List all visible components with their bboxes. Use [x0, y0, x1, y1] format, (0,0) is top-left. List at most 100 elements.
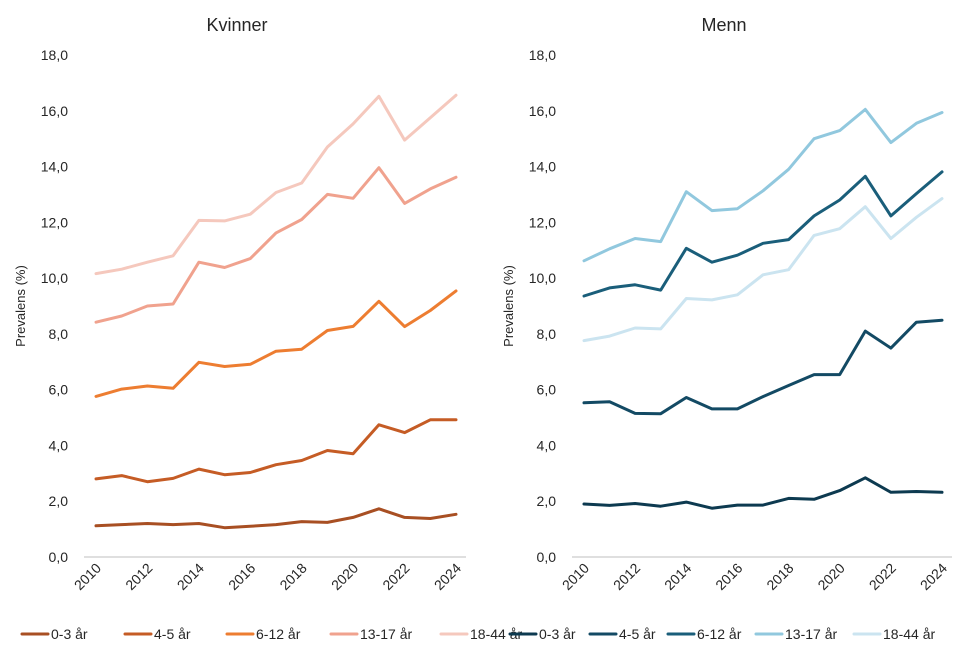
data-point — [864, 205, 867, 208]
data-point — [838, 129, 841, 132]
legend-label: 13-17 år — [360, 626, 412, 642]
data-point — [275, 523, 277, 526]
data-point — [120, 315, 123, 317]
series-5 — [582, 197, 944, 343]
y-tick-label: 0,0 — [49, 549, 69, 565]
data-point — [378, 95, 380, 98]
data-point — [300, 182, 303, 184]
y-tick-label: 8,0 — [49, 326, 69, 342]
legend-item: 6-12 år — [666, 626, 742, 642]
x-tick-label: 2022 — [866, 560, 899, 593]
data-point — [429, 419, 432, 421]
data-point — [813, 234, 815, 237]
data-point — [659, 240, 662, 243]
legend-item: 18-44 år — [439, 626, 522, 642]
y-tick-label: 10,0 — [529, 270, 556, 286]
series-2 — [582, 318, 944, 416]
series-line — [94, 93, 458, 276]
data-point — [864, 175, 867, 178]
data-point — [249, 471, 252, 474]
data-point — [915, 216, 918, 219]
data-point — [762, 242, 764, 245]
data-point — [659, 289, 662, 291]
x-tick-label: 2018 — [763, 560, 796, 593]
data-point — [455, 176, 457, 178]
data-point — [300, 218, 303, 221]
data-point — [300, 520, 303, 523]
x-tick-label: 2020 — [814, 560, 847, 593]
data-point — [787, 497, 790, 500]
series-line — [94, 418, 458, 484]
data-point — [146, 305, 149, 307]
series-2 — [94, 418, 458, 484]
y-tick-label: 4,0 — [49, 437, 69, 453]
y-tick-label: 2,0 — [49, 493, 69, 509]
data-point — [915, 122, 918, 125]
data-point — [890, 237, 892, 240]
data-point — [249, 363, 252, 366]
data-point — [352, 123, 354, 125]
data-point — [326, 146, 329, 148]
data-point — [455, 290, 457, 292]
data-point — [249, 525, 252, 528]
data-point — [685, 297, 688, 300]
legend-label: 6-12 år — [697, 626, 742, 642]
data-point — [787, 384, 790, 387]
data-point — [326, 449, 329, 452]
data-point — [915, 192, 918, 195]
legend-item: 18-44 år — [852, 626, 935, 642]
data-point — [249, 257, 252, 260]
data-point — [890, 141, 892, 144]
data-point — [223, 473, 226, 476]
data-point — [608, 248, 611, 250]
data-point — [198, 219, 200, 222]
x-tick-label: 2014 — [661, 560, 694, 593]
data-point — [659, 505, 662, 508]
data-point — [326, 193, 329, 196]
y-tick-label: 18,0 — [41, 47, 68, 63]
series-1 — [94, 507, 458, 530]
data-point — [736, 207, 739, 210]
data-point — [838, 489, 841, 492]
series-line — [94, 166, 458, 324]
x-tick-label: 2024 — [431, 560, 464, 593]
data-point — [95, 272, 97, 275]
data-point — [300, 348, 303, 351]
data-point — [403, 325, 406, 328]
series-5 — [94, 93, 458, 276]
data-point — [198, 361, 200, 364]
y-axis-label: Prevalens (%) — [13, 265, 28, 347]
legend-item: 13-17 år — [329, 626, 412, 642]
data-point — [95, 395, 97, 398]
data-point — [275, 232, 277, 234]
data-point — [736, 408, 739, 410]
data-point — [685, 396, 688, 399]
x-tick-label: 2018 — [276, 560, 309, 593]
data-point — [223, 266, 226, 269]
data-point — [403, 431, 406, 434]
data-point — [198, 468, 200, 470]
data-point — [326, 329, 329, 332]
y-tick-label: 4,0 — [537, 437, 557, 453]
data-point — [787, 238, 790, 241]
x-tick-label: 2016 — [225, 560, 258, 593]
y-tick-label: 0,0 — [537, 549, 557, 565]
x-tick-label: 2010 — [559, 560, 592, 593]
data-point — [685, 190, 688, 193]
legend: 0-3 år 4-5 år 6-12 år 13-17 år 18-44 år — [508, 626, 935, 642]
data-point — [787, 168, 790, 171]
data-point — [352, 453, 354, 455]
data-point — [223, 526, 226, 529]
data-point — [608, 335, 611, 337]
data-point — [685, 501, 688, 503]
y-axis-label: Prevalens (%) — [501, 265, 516, 347]
legend-item: 4-5 år — [588, 626, 656, 642]
y-tick-label: 12,0 — [41, 214, 68, 230]
data-point — [685, 247, 688, 250]
data-point — [455, 513, 457, 516]
data-point — [736, 504, 739, 506]
chart-panel-menn: Menn Prevalens (%) 0,0 2,0 4,0 6,0 8,0 10,0 12,0… — [501, 15, 952, 642]
data-point — [378, 300, 380, 303]
data-point — [352, 516, 354, 519]
x-tick-label: 2020 — [328, 560, 361, 593]
